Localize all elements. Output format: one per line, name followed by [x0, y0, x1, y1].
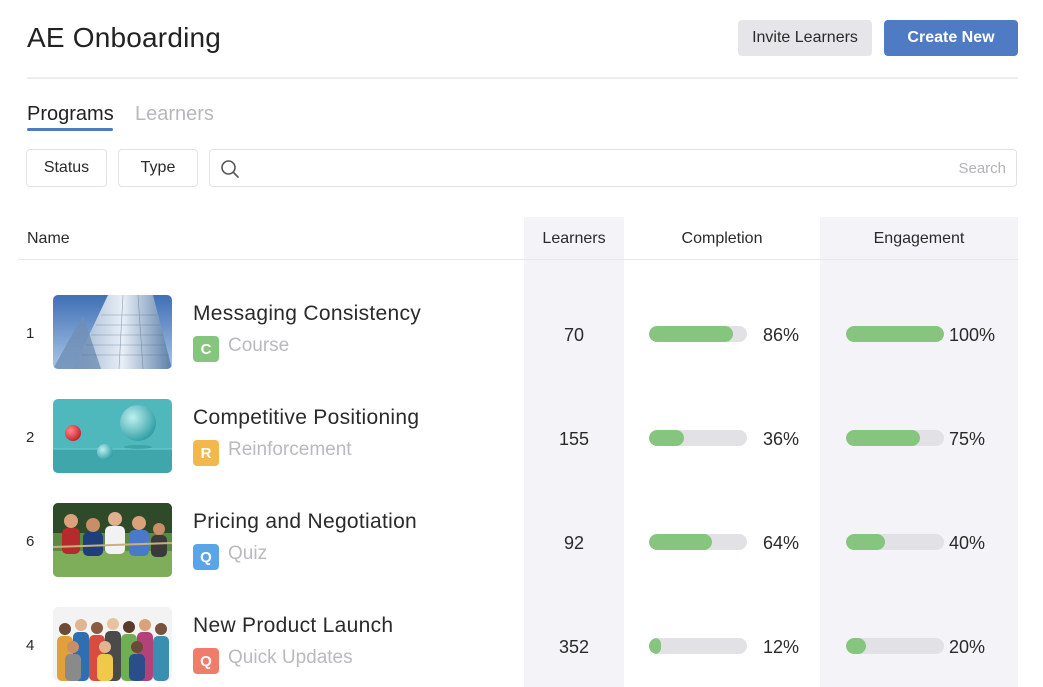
- tug-of-war-image: [53, 503, 172, 577]
- table-header-divider: [18, 259, 1018, 260]
- engagement-percent: 100%: [949, 325, 996, 345]
- type-filter-button[interactable]: Type: [118, 149, 198, 187]
- type-label: Reinforcement: [228, 439, 352, 460]
- type-badge: Q: [193, 544, 219, 570]
- program-thumbnail: [53, 607, 172, 681]
- completion-bar-fill: [649, 430, 685, 446]
- tab-learners[interactable]: Learners: [135, 103, 214, 125]
- header-divider: [27, 77, 1018, 79]
- search-icon: [221, 160, 239, 178]
- row-index: 2: [26, 429, 35, 446]
- program-title[interactable]: Pricing and Negotiation: [193, 510, 418, 533]
- learner-count: 352: [558, 637, 590, 657]
- row-index: 1: [26, 325, 35, 342]
- program-thumbnail: [53, 295, 172, 369]
- status-filter-button[interactable]: Status: [26, 149, 107, 187]
- table-row[interactable]: 1 Messaging Consistency C Course 70 86% …: [0, 295, 1043, 399]
- type-badge: Q: [193, 648, 219, 674]
- engagement-percent: 20%: [949, 637, 986, 657]
- type-label: Course: [228, 335, 290, 356]
- engagement-bar: [846, 326, 944, 342]
- engagement-bar-fill: [846, 638, 866, 654]
- completion-bar-fill: [649, 534, 712, 550]
- engagement-bar-fill: [846, 534, 886, 550]
- search-input[interactable]: [250, 151, 1010, 185]
- engagement-bar-fill: [846, 430, 920, 446]
- column-header-completion[interactable]: Completion: [681, 230, 763, 247]
- column-header-engagement[interactable]: Engagement: [873, 230, 965, 247]
- search-box[interactable]: [209, 149, 1017, 187]
- type-label: Quiz: [228, 543, 268, 564]
- column-header-name[interactable]: Name: [27, 230, 70, 247]
- learner-count: 155: [558, 429, 590, 449]
- program-thumbnail: [53, 503, 172, 577]
- completion-percent: 86%: [763, 325, 800, 345]
- table-row[interactable]: 2 Competitive Positioning R Reinforcemen…: [0, 399, 1043, 503]
- completion-percent: 64%: [763, 533, 800, 553]
- row-index: 6: [26, 533, 35, 550]
- table-row[interactable]: 6 Pricing and Negotiation Q Quiz 92 64% …: [0, 503, 1043, 607]
- program-title[interactable]: New Product Launch: [193, 614, 394, 637]
- create-new-button[interactable]: Create New: [884, 20, 1018, 56]
- skyscraper-image: [53, 295, 172, 369]
- engagement-column-background: [820, 217, 1018, 687]
- completion-bar: [649, 326, 747, 342]
- invite-learners-button[interactable]: Invite Learners: [738, 20, 872, 56]
- type-label: Quick Updates: [228, 647, 353, 668]
- type-badge: R: [193, 440, 219, 466]
- completion-bar: [649, 534, 747, 550]
- row-index: 4: [26, 637, 35, 654]
- balancing-spheres-image: [53, 399, 172, 473]
- learner-count: 92: [563, 533, 585, 553]
- column-header-learners[interactable]: Learners: [542, 230, 606, 247]
- completion-bar-fill: [649, 638, 661, 654]
- tab-active-underline: [27, 128, 113, 131]
- learner-count: 70: [563, 325, 585, 345]
- page-title: AE Onboarding: [27, 22, 222, 53]
- group-photo-image: [53, 607, 172, 681]
- completion-percent: 12%: [763, 637, 800, 657]
- table-row[interactable]: 4 New Product Launch Q Quick Updates 352…: [0, 607, 1043, 687]
- completion-bar: [649, 430, 747, 446]
- type-badge: C: [193, 336, 219, 362]
- engagement-bar-fill: [846, 326, 944, 342]
- completion-percent: 36%: [763, 429, 800, 449]
- engagement-bar: [846, 534, 944, 550]
- program-title[interactable]: Competitive Positioning: [193, 406, 420, 429]
- completion-bar: [649, 638, 747, 654]
- program-thumbnail: [53, 399, 172, 473]
- engagement-percent: 40%: [949, 533, 986, 553]
- completion-bar-fill: [649, 326, 734, 342]
- engagement-bar: [846, 638, 944, 654]
- learners-column-background: [524, 217, 624, 687]
- program-title[interactable]: Messaging Consistency: [193, 302, 422, 325]
- engagement-percent: 75%: [949, 429, 986, 449]
- tab-programs[interactable]: Programs: [27, 103, 114, 125]
- engagement-bar: [846, 430, 944, 446]
